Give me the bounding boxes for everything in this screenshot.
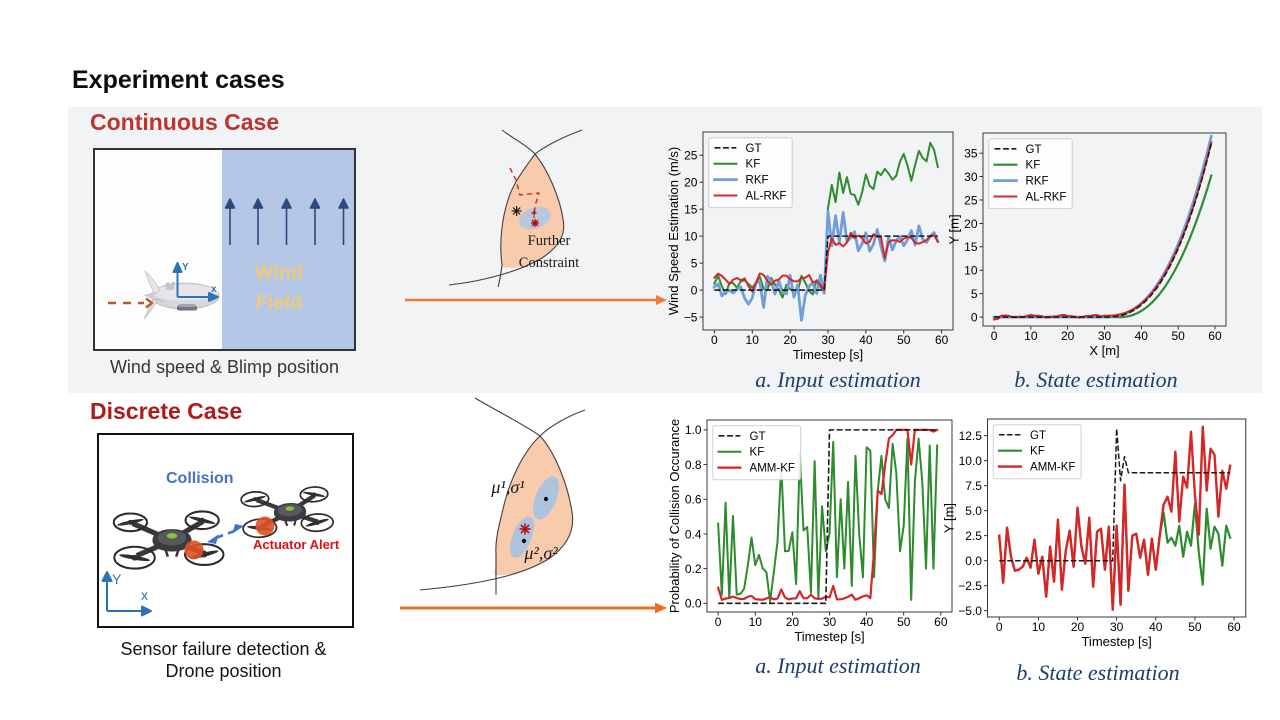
svg-text:5: 5	[691, 256, 698, 270]
svg-text:GT: GT	[1030, 430, 1046, 442]
svg-text:25: 25	[684, 149, 698, 163]
svg-text:40: 40	[1135, 329, 1149, 343]
svg-text:30: 30	[821, 333, 835, 347]
svg-text:20: 20	[684, 176, 698, 190]
svg-text:KF: KF	[750, 447, 765, 459]
svg-text:Wind Speed Estimation (m/s): Wind Speed Estimation (m/s)	[666, 147, 681, 315]
svg-text:10.0: 10.0	[959, 454, 983, 468]
svg-text:15: 15	[964, 240, 978, 254]
svg-text:30: 30	[964, 170, 978, 184]
svg-text:30: 30	[1110, 620, 1124, 634]
svg-text:15: 15	[684, 202, 698, 216]
svg-text:x: x	[211, 284, 217, 295]
svg-text:40: 40	[860, 615, 874, 629]
svg-text:10: 10	[684, 229, 698, 243]
svg-text:60: 60	[935, 333, 949, 347]
svg-text:25: 25	[964, 193, 978, 207]
svg-text:1.0: 1.0	[685, 423, 702, 437]
svg-text:0.0: 0.0	[965, 554, 982, 568]
svg-text:40: 40	[1149, 620, 1163, 634]
svg-text:12.5: 12.5	[959, 429, 983, 443]
svg-text:5.0: 5.0	[965, 504, 982, 518]
svg-text:Wind: Wind	[255, 262, 304, 284]
svg-text:10: 10	[964, 264, 978, 278]
svg-text:Y: Y	[182, 262, 189, 273]
svg-text:60: 60	[934, 615, 948, 629]
svg-text:X [m]: X [m]	[1089, 343, 1119, 358]
svg-text:AMM-KF: AMM-KF	[1030, 462, 1075, 474]
svg-text:60: 60	[1227, 620, 1241, 634]
svg-text:−5.0: −5.0	[958, 604, 982, 618]
svg-text:Timestep [s]: Timestep [s]	[793, 347, 863, 362]
svg-text:Y: Y	[112, 571, 122, 587]
svg-text:Field: Field	[256, 292, 303, 314]
svg-text:AL-RKF: AL-RKF	[746, 191, 787, 203]
svg-text:Constraint: Constraint	[519, 255, 579, 271]
svg-text:0.4: 0.4	[685, 527, 702, 541]
svg-text:10: 10	[1024, 329, 1038, 343]
svg-text:Y [m]: Y [m]	[946, 214, 961, 244]
svg-text:0: 0	[711, 333, 718, 347]
svg-text:0: 0	[971, 310, 978, 324]
svg-text:0.0: 0.0	[685, 597, 702, 611]
svg-text:50: 50	[897, 333, 911, 347]
svg-text:2.5: 2.5	[965, 529, 982, 543]
svg-text:10: 10	[746, 333, 760, 347]
svg-text:RKF: RKF	[1026, 176, 1049, 188]
svg-text:7.5: 7.5	[965, 479, 982, 493]
svg-text:Probability of Collision Occur: Probability of Collision Occurance	[667, 419, 682, 613]
svg-text:30: 30	[1098, 329, 1112, 343]
svg-text:35: 35	[964, 146, 978, 160]
svg-text:GT: GT	[746, 143, 762, 155]
svg-text:20: 20	[964, 217, 978, 231]
svg-text:0.8: 0.8	[685, 458, 702, 472]
svg-text:RKF: RKF	[746, 175, 769, 187]
svg-text:μ²,σ²: μ²,σ²	[523, 543, 558, 563]
svg-text:0.2: 0.2	[685, 562, 702, 576]
svg-text:KF: KF	[1026, 160, 1041, 172]
svg-text:GT: GT	[1026, 144, 1042, 156]
svg-text:x: x	[141, 587, 148, 603]
svg-text:60: 60	[1208, 329, 1222, 343]
svg-text:AMM-KF: AMM-KF	[750, 463, 795, 475]
svg-text:KF: KF	[746, 159, 761, 171]
svg-text:0.6: 0.6	[685, 493, 702, 507]
svg-text:GT: GT	[750, 431, 766, 443]
svg-text:Y [m]: Y [m]	[942, 503, 957, 533]
svg-text:30: 30	[823, 615, 837, 629]
svg-text:20: 20	[1071, 620, 1085, 634]
svg-text:40: 40	[859, 333, 873, 347]
svg-text:10: 10	[1032, 620, 1046, 634]
svg-text:0: 0	[991, 329, 998, 343]
svg-text:5: 5	[971, 287, 978, 301]
svg-text:Timestep [s]: Timestep [s]	[1081, 634, 1151, 649]
svg-text:KF: KF	[1030, 446, 1045, 458]
svg-text:μ¹,σ¹: μ¹,σ¹	[490, 477, 524, 497]
svg-text:20: 20	[786, 615, 800, 629]
svg-text:AL-RKF: AL-RKF	[1026, 192, 1067, 204]
svg-text:20: 20	[1061, 329, 1075, 343]
svg-text:50: 50	[897, 615, 911, 629]
svg-text:20: 20	[783, 333, 797, 347]
svg-text:−5: −5	[684, 310, 698, 324]
svg-text:10: 10	[749, 615, 763, 629]
svg-text:−2.5: −2.5	[958, 579, 982, 593]
svg-text:Further: Further	[528, 233, 571, 249]
svg-text:0: 0	[715, 615, 722, 629]
svg-text:0: 0	[996, 620, 1003, 634]
svg-text:Timestep [s]: Timestep [s]	[794, 629, 864, 644]
svg-text:50: 50	[1171, 329, 1185, 343]
svg-text:0: 0	[691, 283, 698, 297]
svg-text:50: 50	[1188, 620, 1202, 634]
